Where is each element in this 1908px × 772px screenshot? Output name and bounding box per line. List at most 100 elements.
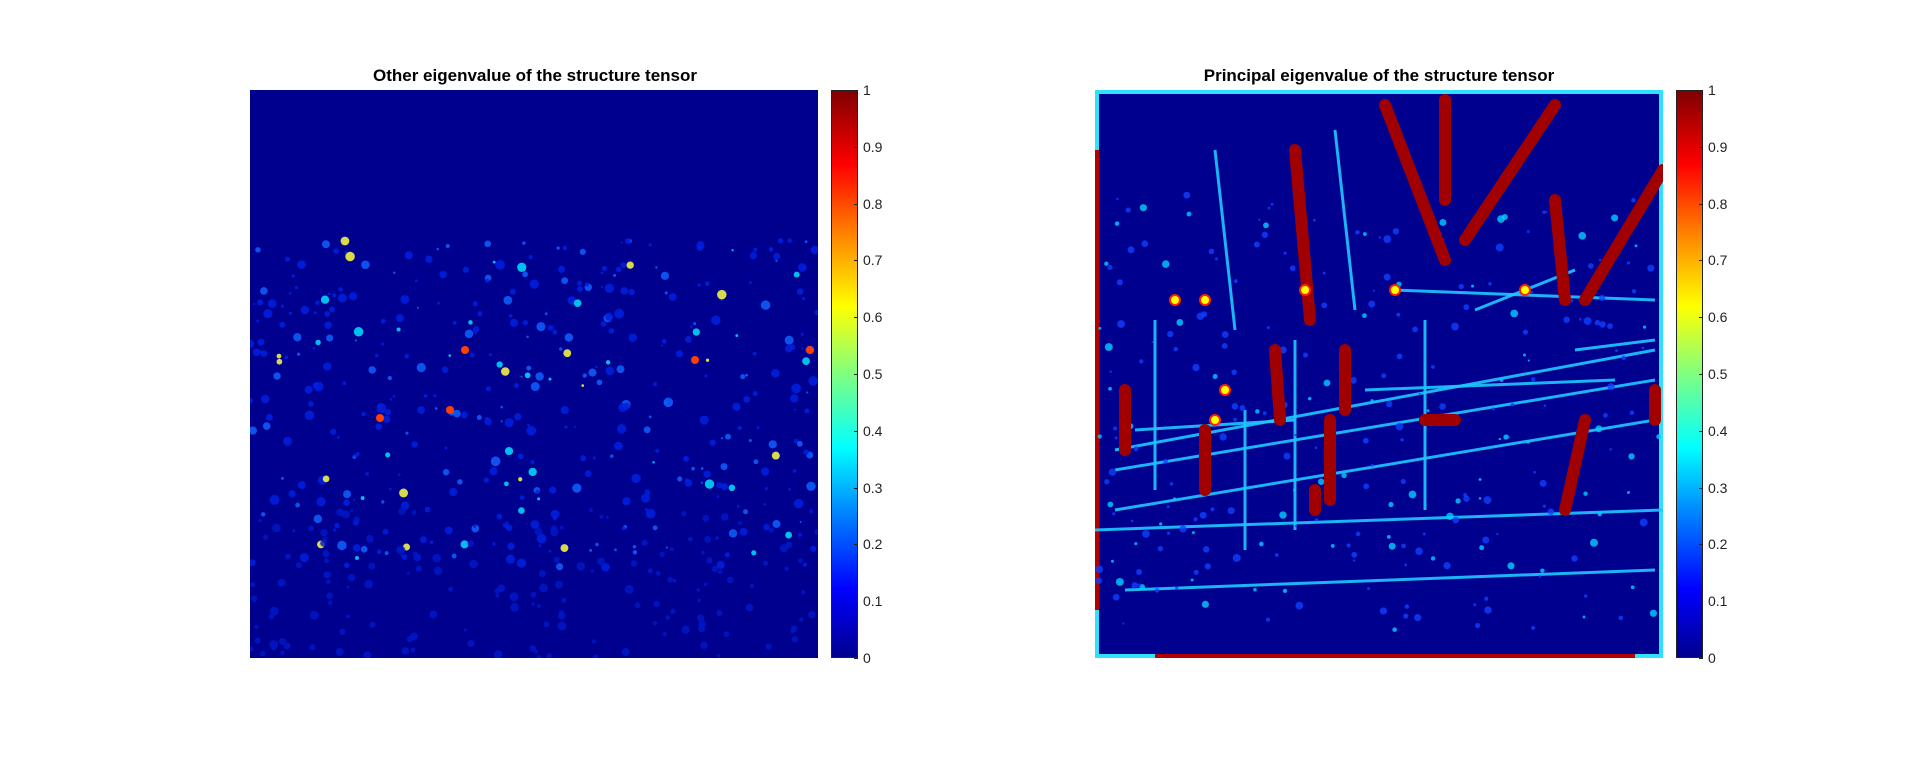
texture-speck [591,569,594,572]
texture-speck [470,353,475,358]
texture-speck [538,544,541,547]
texture-speck [465,329,474,338]
bright-spot [1200,295,1210,305]
texture-speck [625,585,634,594]
texture-speck [1540,480,1547,487]
texture-speck [649,416,652,419]
texture-speck [353,516,360,523]
texture-speck [649,243,652,246]
bright-spot [691,356,699,364]
texture-speck [324,311,330,317]
texture-speck [385,452,390,457]
texture-speck [1356,532,1361,537]
texture-speck [1643,325,1646,328]
texture-speck [633,550,637,554]
texture-speck [1203,546,1209,552]
texture-speck [437,302,440,305]
texture-speck [452,553,457,558]
texture-speck [281,477,284,480]
texture-speck [1631,585,1635,589]
texture-speck [525,372,531,378]
colorbar-tick-mark [1699,317,1703,318]
texture-speck [555,581,563,589]
texture-speck [253,348,261,356]
texture-speck [721,463,728,470]
texture-speck [337,436,340,439]
texture-speck [1400,438,1403,441]
texture-speck [621,287,628,294]
texture-speck [490,467,498,475]
texture-speck [505,418,514,427]
texture-speck [1104,262,1108,266]
texture-speck [1455,498,1460,503]
texture-speck [353,544,361,552]
texture-speck [704,583,707,586]
texture-speck [1499,438,1501,440]
texture-speck [323,362,331,370]
texture-speck [633,545,636,548]
colorbar-tick-mark [854,204,858,205]
texture-speck [442,367,449,374]
texture-speck [1527,441,1530,444]
texture-speck [535,528,543,536]
texture-speck [475,333,477,335]
texture-speck [1409,491,1417,499]
texture-speck [589,549,592,552]
texture-speck [535,490,539,494]
texture-speck [746,604,754,612]
texture-speck [1584,594,1587,597]
colorbar-tick-label: 1 [863,82,871,98]
texture-speck [617,365,625,373]
texture-speck [369,622,375,628]
texture-speck [1412,327,1418,333]
texture-speck [606,516,609,519]
texture-speck [723,631,729,637]
texture-speck [1231,369,1237,375]
colorbar-tick-label: 0.6 [863,309,882,325]
left-heatmap-image [250,90,818,658]
texture-speck [1539,575,1542,578]
texture-speck [532,602,535,605]
texture-speck [1471,285,1474,288]
texture-speck [1595,320,1601,326]
texture-speck [1544,404,1547,407]
texture-speck [681,511,686,516]
texture-speck [696,241,704,249]
texture-speck [1540,568,1544,572]
texture-speck [1341,473,1346,478]
texture-speck [342,381,346,385]
texture-speck [621,241,623,243]
texture-speck [775,260,777,262]
texture-speck [343,499,350,506]
texture-speck [385,551,389,555]
texture-speck [577,286,583,292]
texture-speck [1222,343,1228,349]
texture-speck [1393,228,1399,234]
texture-speck [1194,570,1199,575]
texture-speck [732,402,740,410]
texture-speck [313,347,316,350]
texture-speck [1379,236,1381,238]
texture-speck [457,479,462,484]
texture-speck [653,382,657,386]
texture-speck [506,555,515,564]
texture-speck [280,651,284,655]
texture-speck [810,546,816,552]
texture-speck [484,477,489,482]
texture-speck [1583,491,1587,495]
texture-speck [706,557,712,563]
texture-speck [785,345,793,353]
texture-speck [683,456,689,462]
texture-speck [355,556,359,560]
texture-speck [1475,623,1480,628]
texture-speck [563,349,571,357]
texture-speck [295,286,298,289]
texture-speck [788,488,791,491]
texture-speck [522,271,528,277]
texture-speck [1255,409,1259,413]
texture-speck [255,247,260,252]
texture-speck [1116,578,1124,586]
texture-speck [696,588,700,592]
texture-speck [461,412,468,419]
texture-speck [1619,616,1624,621]
